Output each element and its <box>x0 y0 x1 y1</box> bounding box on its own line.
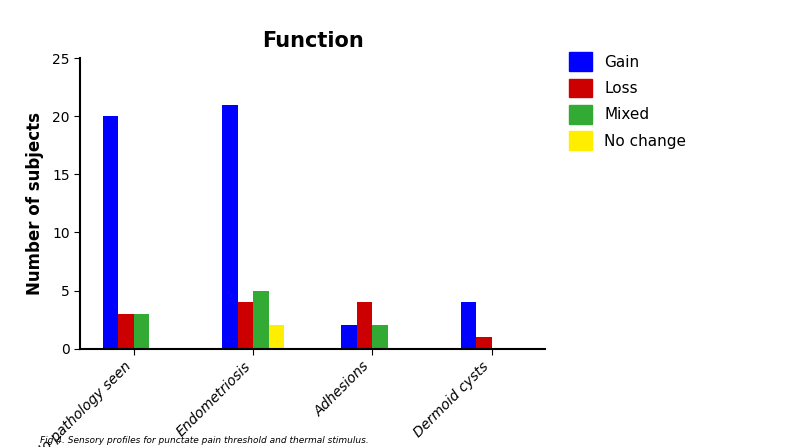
Bar <box>222 105 237 349</box>
Bar <box>269 325 284 349</box>
Bar <box>119 314 134 349</box>
Bar <box>253 291 269 349</box>
Text: Fig 4. Sensory profiles for punctate pain threshold and thermal stimulus.: Fig 4. Sensory profiles for punctate pai… <box>40 436 369 445</box>
Title: Function: Function <box>262 31 363 51</box>
Bar <box>237 302 253 349</box>
Y-axis label: Number of subjects: Number of subjects <box>26 112 44 295</box>
Legend: Gain, Loss, Mixed, No change: Gain, Loss, Mixed, No change <box>569 52 687 150</box>
Bar <box>103 116 119 349</box>
Bar <box>342 325 357 349</box>
Bar <box>357 302 372 349</box>
Bar <box>460 302 476 349</box>
Bar <box>372 325 388 349</box>
Bar <box>134 314 149 349</box>
Bar <box>476 337 492 349</box>
